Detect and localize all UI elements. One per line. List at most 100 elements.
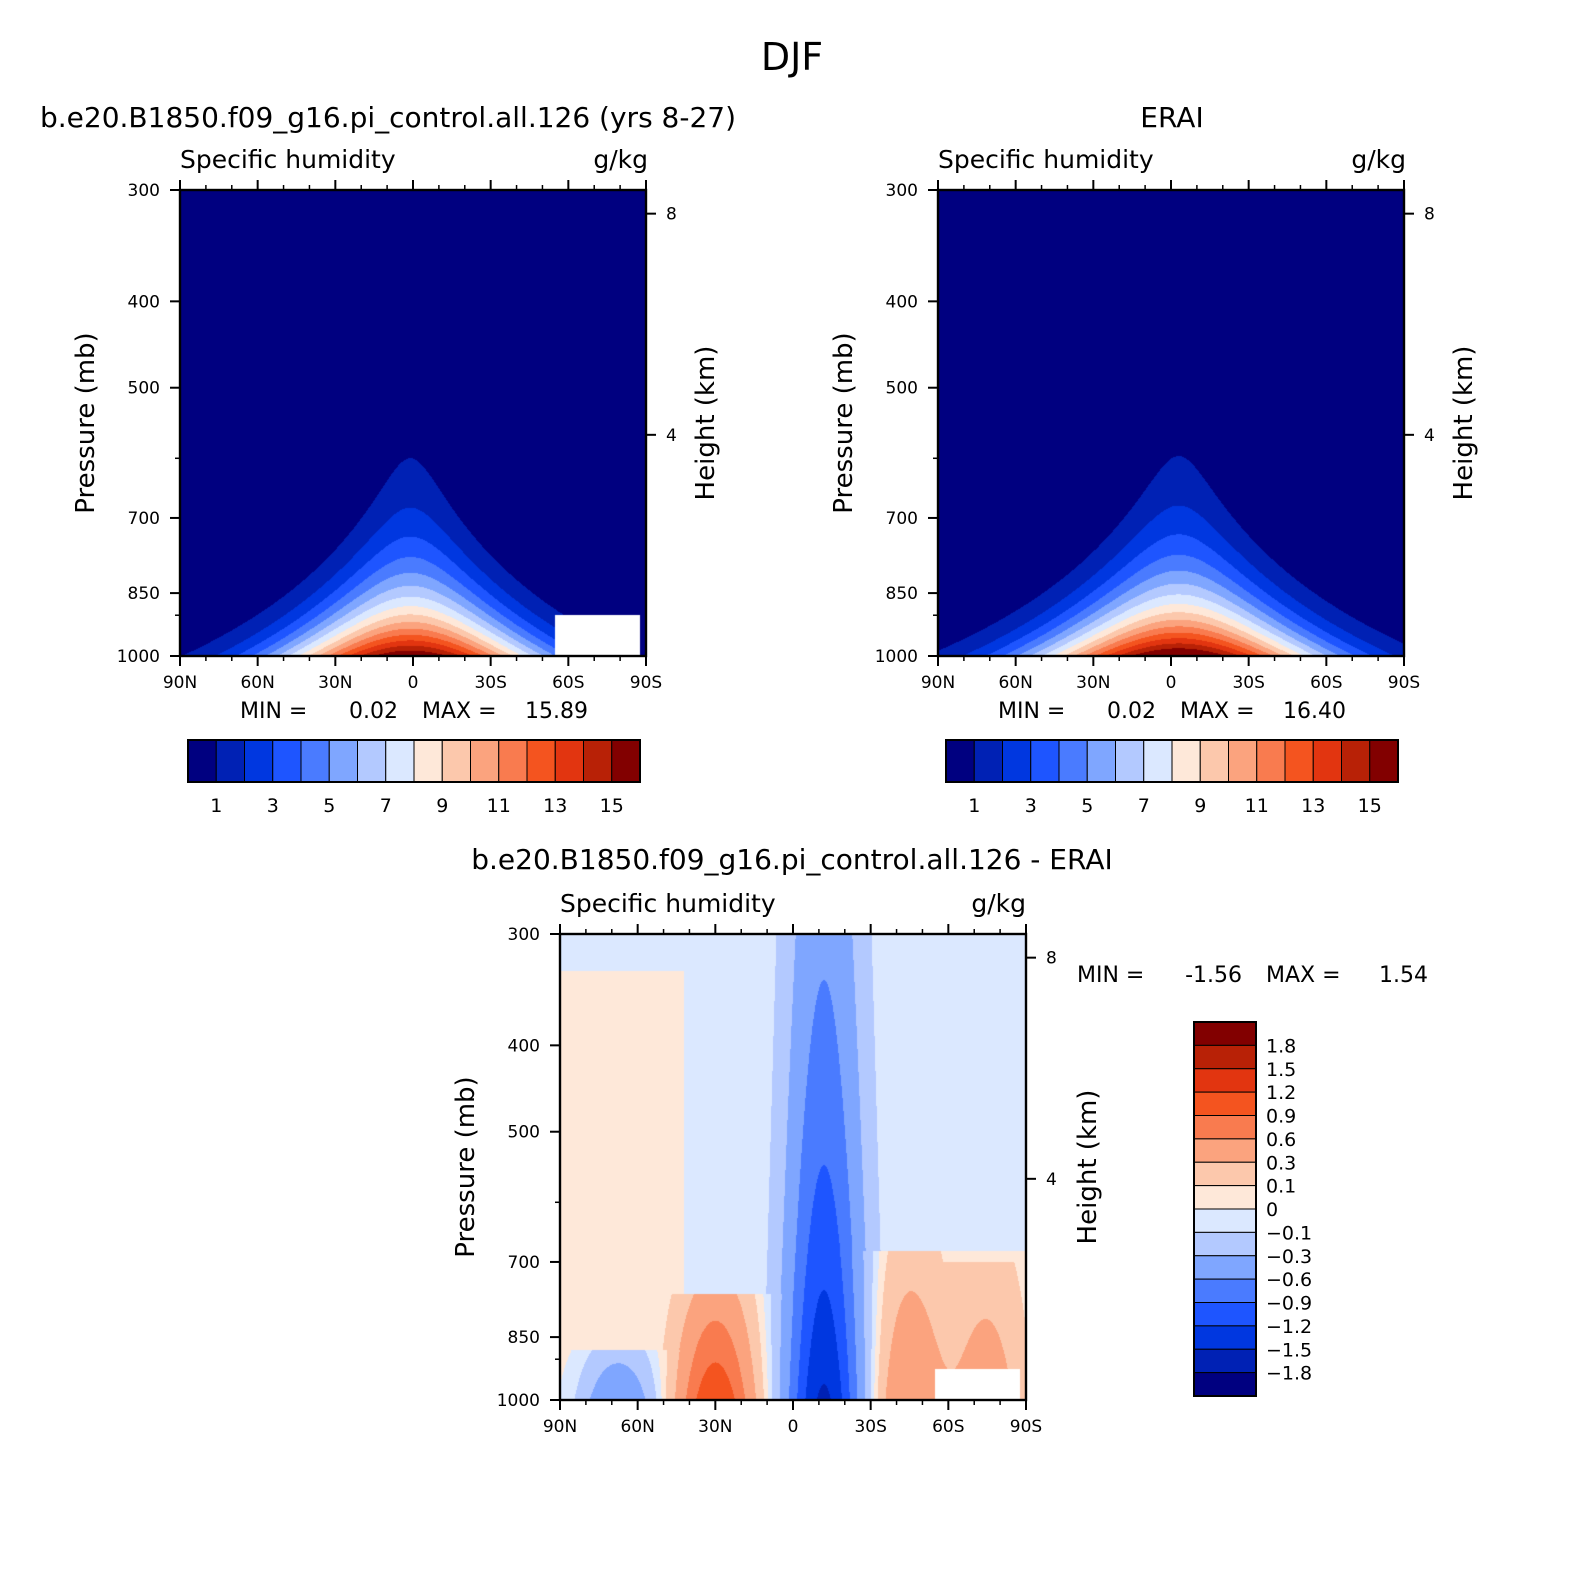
colorbar-swatch xyxy=(385,739,415,783)
colorbar-swatch xyxy=(611,739,641,783)
colorbar-swatch xyxy=(1312,739,1342,783)
colorbar-label: 15 xyxy=(600,795,624,817)
y-tick-label: 300 xyxy=(886,181,918,201)
panel-diff-min-value: -1.56 xyxy=(1185,963,1242,988)
panel-model-title: b.e20.B1850.f09_g16.pi_control.all.126 (… xyxy=(40,101,736,134)
colorbar-label: 7 xyxy=(380,795,392,817)
colorbar-swatch xyxy=(1193,1255,1257,1280)
y-tick-label: 500 xyxy=(128,379,160,399)
colorbar-swatch xyxy=(554,739,584,783)
x-tick-label: 0 xyxy=(408,673,419,693)
colorbar-label: 1.8 xyxy=(1266,1035,1296,1057)
panel-diff-heatmap: 90N 60N 30N 0 30S 60S 90S 300 400 500 700 850 1000 8 4… xyxy=(497,924,1312,1437)
panel-model-subtitle-left: Specific humidity xyxy=(180,145,396,174)
colorbar-swatch xyxy=(187,739,217,783)
x-tick-label: 90N xyxy=(921,673,955,693)
panel-obs: ERAI Specific humidity g/kg 90N 60N 30N 0 30… xyxy=(829,101,1479,817)
y-tick-label: 1000 xyxy=(875,647,918,667)
colorbar-swatch xyxy=(1193,1325,1257,1350)
x-tick-label: 60N xyxy=(620,1417,654,1437)
colorbar-swatch xyxy=(1115,739,1145,783)
height-tick-label: 8 xyxy=(1046,949,1057,969)
x-tick-label: 30N xyxy=(698,1417,732,1437)
panel-model-subtitle-right: g/kg xyxy=(593,145,648,174)
colorbar-frame xyxy=(1193,1021,1257,1397)
height-tick-label: 4 xyxy=(1424,426,1435,446)
x-tick-label: 30S xyxy=(854,1417,886,1437)
y-tick-label: 850 xyxy=(886,584,918,604)
colorbar-swatch xyxy=(1193,1278,1257,1303)
x-tick-label: 60S xyxy=(1310,673,1342,693)
panel-diff-subtitle-right: g/kg xyxy=(971,889,1026,918)
colorbar-swatch xyxy=(526,739,556,783)
panel-diff-title: b.e20.B1850.f09_g16.pi_control.all.126 -… xyxy=(471,843,1112,876)
colorbar-label: 3 xyxy=(1025,795,1037,817)
colorbar-swatch xyxy=(1143,739,1173,783)
colorbar-swatch xyxy=(1193,1348,1257,1374)
height-tick-label: 4 xyxy=(666,426,677,446)
x-tick-label: 30N xyxy=(1076,673,1110,693)
colorbar-label: 15 xyxy=(1358,795,1382,817)
contour-field xyxy=(938,190,1404,656)
figure-title: DJF xyxy=(761,35,823,79)
panel-diff-subtitle-left: Specific humidity xyxy=(560,889,776,918)
colorbar-label: 9 xyxy=(1194,795,1206,817)
x-tick-label: 90N xyxy=(543,1417,577,1437)
colorbar-swatch xyxy=(328,739,358,783)
panel-model: b.e20.B1850.f09_g16.pi_control.all.126 (… xyxy=(40,101,736,817)
x-tick-label: 90S xyxy=(1388,673,1420,693)
colorbar-swatch xyxy=(1284,739,1314,783)
x-tick-label: 90S xyxy=(1010,1417,1042,1437)
y-tick-label: 500 xyxy=(508,1123,540,1143)
x-tick-label: 90S xyxy=(630,673,662,693)
panel-model-min-label: MIN = xyxy=(240,699,307,724)
x-tick-label: 60N xyxy=(240,673,274,693)
colorbar-swatch xyxy=(1256,739,1286,783)
colorbar-swatch xyxy=(1086,739,1116,783)
panel-model-heatmap: 90N 60N 30N 0 30S 60S 90S 300 400 500 700 850 1000 8 4… xyxy=(117,180,677,817)
panel-model-min-value: 0.02 xyxy=(349,699,398,724)
panel-model-ylabel: Pressure (mb) xyxy=(71,332,101,513)
panel-model-max-value: 15.89 xyxy=(525,699,588,724)
colorbar-swatch xyxy=(413,739,443,783)
panel-obs-min-value: 0.02 xyxy=(1107,699,1156,724)
colorbar-label: 9 xyxy=(436,795,448,817)
colorbar-swatch xyxy=(470,739,500,783)
colorbar-swatch xyxy=(244,739,274,783)
x-tick-label: 60N xyxy=(998,673,1032,693)
panel-obs-ylabel: Pressure (mb) xyxy=(829,332,859,513)
x-tick-label: 0 xyxy=(788,1417,799,1437)
colorbar-label: 1.5 xyxy=(1266,1059,1296,1081)
y-tick-label: 850 xyxy=(128,584,160,604)
colorbar-label: 0.3 xyxy=(1266,1152,1296,1174)
colorbar-swatch xyxy=(1030,739,1060,783)
panel-obs-max-label: MAX = xyxy=(1180,699,1255,724)
panel-diff: b.e20.B1850.f09_g16.pi_control.all.126 -… xyxy=(451,843,1428,1437)
colorbar-swatch xyxy=(1193,1302,1257,1327)
y-tick-label: 400 xyxy=(508,1036,540,1056)
colorbar-swatch xyxy=(1228,739,1258,783)
panel-model-ylabel-right: Height (km) xyxy=(691,346,721,501)
colorbar-label: −1.8 xyxy=(1266,1363,1312,1385)
x-tick-label: 60S xyxy=(552,673,584,693)
colorbar-label: 1 xyxy=(968,795,980,817)
x-tick-label: 90N xyxy=(163,673,197,693)
panel-model-max-label: MAX = xyxy=(422,699,497,724)
panel-obs-ylabel-right: Height (km) xyxy=(1449,346,1479,501)
colorbar-swatch xyxy=(1341,739,1371,783)
colorbar-label: −1.2 xyxy=(1266,1316,1312,1338)
colorbar-swatch xyxy=(1171,739,1201,783)
colorbar-frame xyxy=(187,739,641,783)
colorbar-swatch xyxy=(1369,739,1399,783)
colorbar-frame xyxy=(945,739,1399,783)
colorbar-swatch xyxy=(1193,1068,1257,1093)
colorbar-swatch xyxy=(272,739,302,783)
colorbar-swatch xyxy=(1002,739,1032,783)
panel-diff-min-label: MIN = xyxy=(1077,963,1144,988)
x-tick-label: 30S xyxy=(474,673,506,693)
y-tick-label: 300 xyxy=(128,181,160,201)
colorbar-label: 11 xyxy=(1245,795,1269,817)
colorbar-swatch xyxy=(1193,1044,1257,1070)
panel-obs-subtitle-left: Specific humidity xyxy=(938,145,1154,174)
